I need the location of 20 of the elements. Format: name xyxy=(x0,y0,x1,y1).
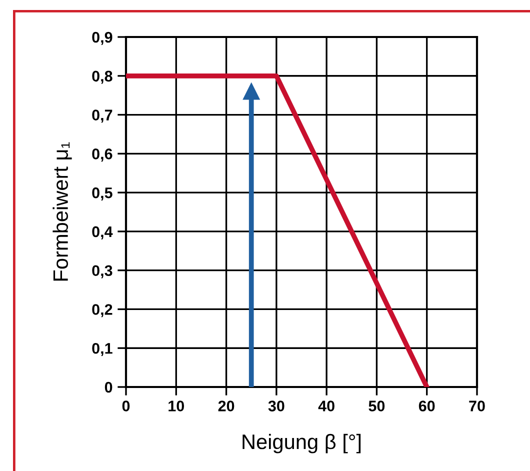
y-tick-label: 0 xyxy=(104,382,112,393)
x-tick-label: 10 xyxy=(168,400,184,412)
y-tick-label: 0,1 xyxy=(92,342,112,356)
x-tick-label: 70 xyxy=(469,400,485,412)
x-tick-label: 30 xyxy=(268,400,284,412)
y-tick-label: 0,9 xyxy=(92,32,112,45)
x-tick-label: 60 xyxy=(418,400,435,412)
x-axis-title: Neigung β [°] xyxy=(242,434,361,454)
y-tick-label: 0,5 xyxy=(92,187,112,200)
x-tick-label: 20 xyxy=(218,400,234,412)
y-tick-label: 0,4 xyxy=(92,226,113,240)
x-tick-label: 50 xyxy=(368,400,385,412)
x-tick-label: 40 xyxy=(318,400,334,412)
y-tick-label: 0,8 xyxy=(92,70,112,84)
y-tick-label: 0,2 xyxy=(92,304,112,318)
y-tick-label: 0,6 xyxy=(92,148,112,162)
y-axis-title: Formbeiwert μ₁ xyxy=(52,142,72,281)
y-tick-label: 0,7 xyxy=(92,110,112,123)
x-tick-label: 0 xyxy=(122,400,130,412)
y-tick-label: 0,3 xyxy=(92,265,112,278)
